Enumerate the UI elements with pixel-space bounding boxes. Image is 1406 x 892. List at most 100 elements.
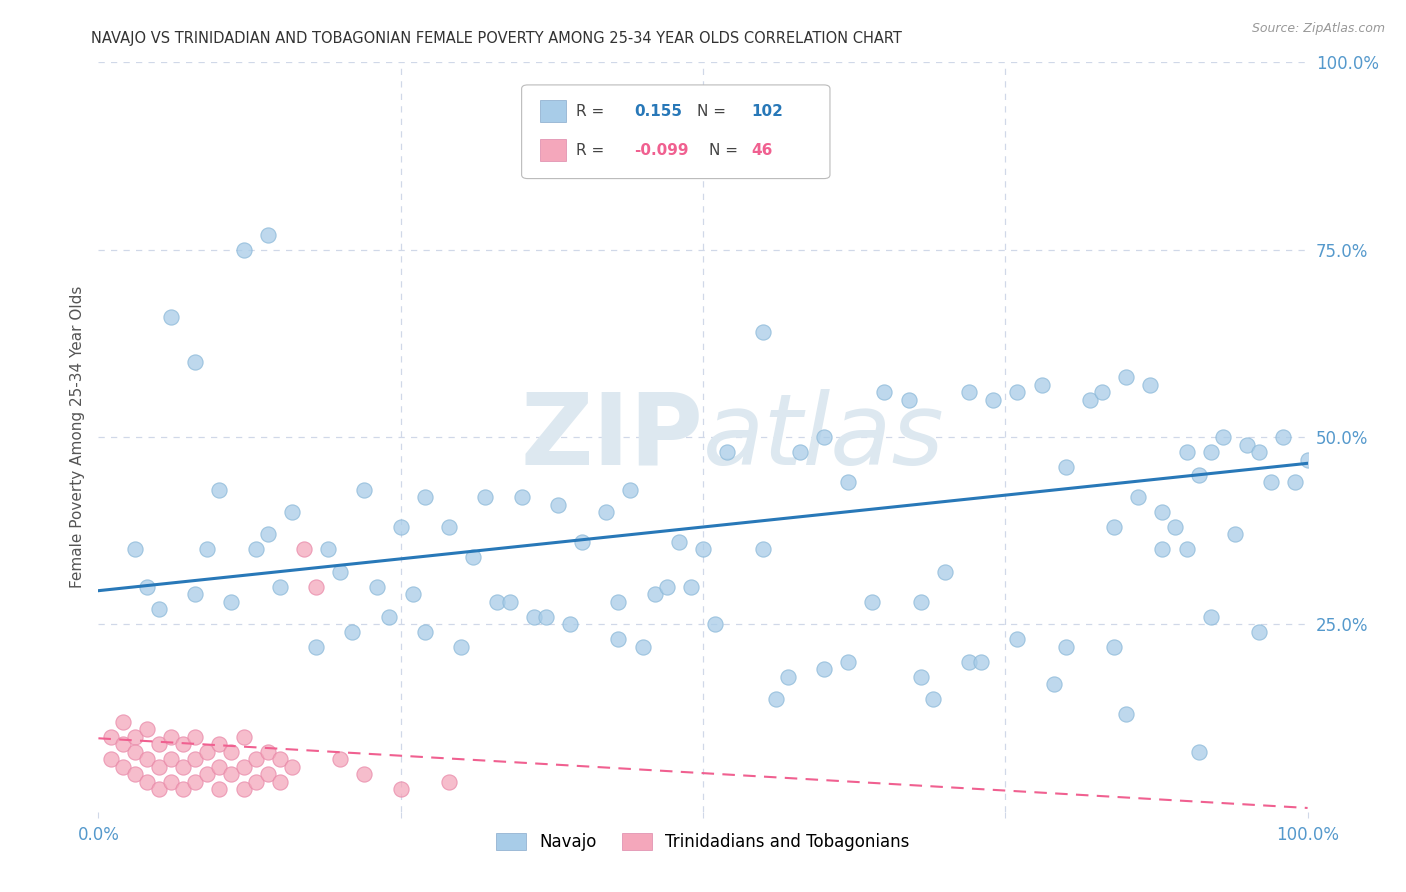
Point xyxy=(510,490,533,504)
Point xyxy=(195,767,218,781)
Point xyxy=(523,610,546,624)
Point xyxy=(957,655,980,669)
Point xyxy=(1236,437,1258,451)
Bar xyxy=(540,139,567,161)
Point xyxy=(534,610,557,624)
Point xyxy=(1199,610,1222,624)
Point xyxy=(402,587,425,601)
Point xyxy=(124,745,146,759)
Point xyxy=(329,752,352,766)
Point xyxy=(208,483,231,497)
Point xyxy=(1188,467,1211,482)
Point xyxy=(208,737,231,751)
Point xyxy=(450,640,472,654)
Point xyxy=(377,610,399,624)
Point xyxy=(135,580,157,594)
FancyBboxPatch shape xyxy=(522,85,830,178)
Point xyxy=(305,580,328,594)
Point xyxy=(172,782,194,797)
Point xyxy=(607,595,630,609)
Point xyxy=(184,752,207,766)
Point xyxy=(910,670,932,684)
Point xyxy=(329,565,352,579)
Point xyxy=(245,774,267,789)
Text: N =: N = xyxy=(697,103,731,119)
Point xyxy=(184,587,207,601)
Point xyxy=(353,483,375,497)
Point xyxy=(124,767,146,781)
Point xyxy=(292,542,315,557)
Point xyxy=(595,505,617,519)
Point xyxy=(1199,445,1222,459)
Point xyxy=(558,617,581,632)
Point xyxy=(184,774,207,789)
Point xyxy=(716,445,738,459)
Point xyxy=(607,632,630,647)
Y-axis label: Female Poverty Among 25-34 Year Olds: Female Poverty Among 25-34 Year Olds xyxy=(69,286,84,588)
Point xyxy=(160,752,183,766)
Point xyxy=(1102,640,1125,654)
Point xyxy=(124,542,146,557)
Point xyxy=(232,760,254,774)
Point xyxy=(981,392,1004,407)
Point xyxy=(389,520,412,534)
Point xyxy=(124,730,146,744)
Point xyxy=(366,580,388,594)
Text: R =: R = xyxy=(576,143,609,158)
Point xyxy=(232,730,254,744)
Point xyxy=(111,714,134,729)
Point xyxy=(245,752,267,766)
Text: R =: R = xyxy=(576,103,609,119)
Point xyxy=(437,520,460,534)
Text: -0.099: -0.099 xyxy=(634,143,689,158)
Point xyxy=(1054,460,1077,475)
Point xyxy=(160,310,183,325)
Point xyxy=(1223,527,1246,541)
Point xyxy=(1296,452,1319,467)
Point xyxy=(1152,505,1174,519)
Point xyxy=(100,752,122,766)
Point xyxy=(1091,385,1114,400)
Point xyxy=(486,595,509,609)
Point xyxy=(644,587,666,601)
Point xyxy=(1249,445,1271,459)
Point xyxy=(1284,475,1306,489)
Text: 46: 46 xyxy=(751,143,773,158)
Point xyxy=(655,580,678,594)
Point xyxy=(160,730,183,744)
Point xyxy=(232,243,254,257)
Point xyxy=(1175,445,1198,459)
Text: Source: ZipAtlas.com: Source: ZipAtlas.com xyxy=(1251,22,1385,36)
Point xyxy=(281,760,304,774)
Point xyxy=(692,542,714,557)
Point xyxy=(148,602,170,616)
Point xyxy=(148,760,170,774)
Text: NAVAJO VS TRINIDADIAN AND TOBAGONIAN FEMALE POVERTY AMONG 25-34 YEAR OLDS CORREL: NAVAJO VS TRINIDADIAN AND TOBAGONIAN FEM… xyxy=(91,31,903,46)
Point xyxy=(111,760,134,774)
Point xyxy=(668,535,690,549)
Point xyxy=(837,475,859,489)
Point xyxy=(873,385,896,400)
Point xyxy=(172,737,194,751)
Point xyxy=(498,595,520,609)
Point xyxy=(111,737,134,751)
Point xyxy=(897,392,920,407)
Point xyxy=(256,767,278,781)
Point xyxy=(921,692,943,706)
Legend: Navajo, Trinidadians and Tobagonians: Navajo, Trinidadians and Tobagonians xyxy=(488,825,918,860)
Text: atlas: atlas xyxy=(703,389,945,485)
Point xyxy=(305,640,328,654)
Text: N =: N = xyxy=(709,143,742,158)
Point xyxy=(1042,677,1064,691)
Point xyxy=(316,542,339,557)
Point xyxy=(135,774,157,789)
Point xyxy=(1128,490,1150,504)
Point xyxy=(1102,520,1125,534)
Point xyxy=(765,692,787,706)
Point xyxy=(1163,520,1185,534)
Point xyxy=(860,595,883,609)
Point xyxy=(1188,745,1211,759)
Point xyxy=(619,483,641,497)
Point xyxy=(752,542,775,557)
Point xyxy=(837,655,859,669)
